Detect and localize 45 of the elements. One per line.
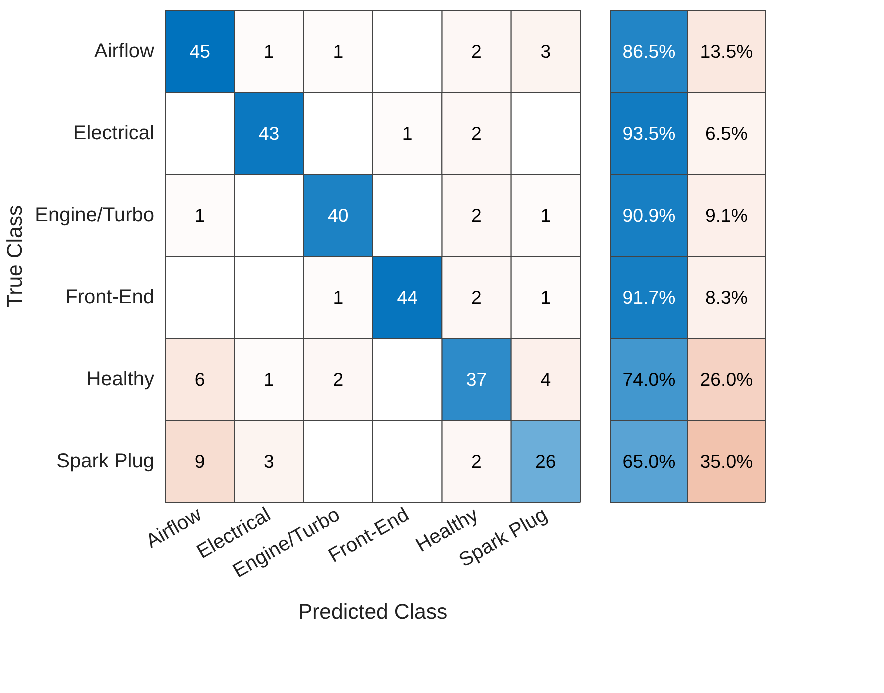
data-label: 26 [536,451,556,472]
data-label: 91.7% [622,287,676,308]
data-label: 1 [264,41,274,62]
data-label: 1 [333,41,344,62]
y-tick-label: Engine/Turbo [35,204,155,226]
data-label: 6.5% [705,123,748,144]
data-label: 86.5% [622,41,676,62]
data-label: 1 [540,205,552,226]
data-label: 1 [540,287,552,308]
data-label: 2 [472,41,482,62]
data-label: 2 [472,205,482,226]
data-label: 1 [402,123,413,144]
data-label: 43 [258,123,280,144]
data-label: 3 [264,451,274,472]
data-label: 2 [333,369,344,390]
data-label: 90.9% [622,205,676,226]
y-tick-label: Electrical [73,122,155,144]
y-tick-label: Healthy [86,368,154,390]
data-label: 35.0% [700,451,754,472]
data-label: 3 [540,41,552,62]
x-axis-title: Predicted Class [298,600,448,624]
y-axis-title: True Class [3,205,28,308]
data-label: 45 [190,41,210,62]
y-tick-label: Front-End [66,286,155,308]
data-label: 1 [194,205,206,226]
data-label: 1 [264,369,274,390]
data-label: 8.3% [705,287,748,308]
data-label: 44 [397,287,418,308]
data-label: 1 [333,287,344,308]
y-tick-label: Airflow [94,40,156,62]
data-label: 93.5% [622,123,676,144]
data-label: 26.0% [700,369,754,390]
data-label: 40 [328,205,349,226]
data-label: 4 [540,369,552,390]
data-label: 74.0% [622,369,676,390]
data-label: 2 [472,451,482,472]
data-label: 37 [466,369,488,390]
data-label: 65.0% [622,451,676,472]
data-label: 6 [194,369,206,390]
y-tick-label: Spark Plug [56,450,155,472]
data-label: 2 [472,287,482,308]
data-label: 9.1% [705,205,748,226]
data-label: 9 [194,451,206,472]
data-label: 2 [472,123,482,144]
data-label: 13.5% [700,41,754,62]
